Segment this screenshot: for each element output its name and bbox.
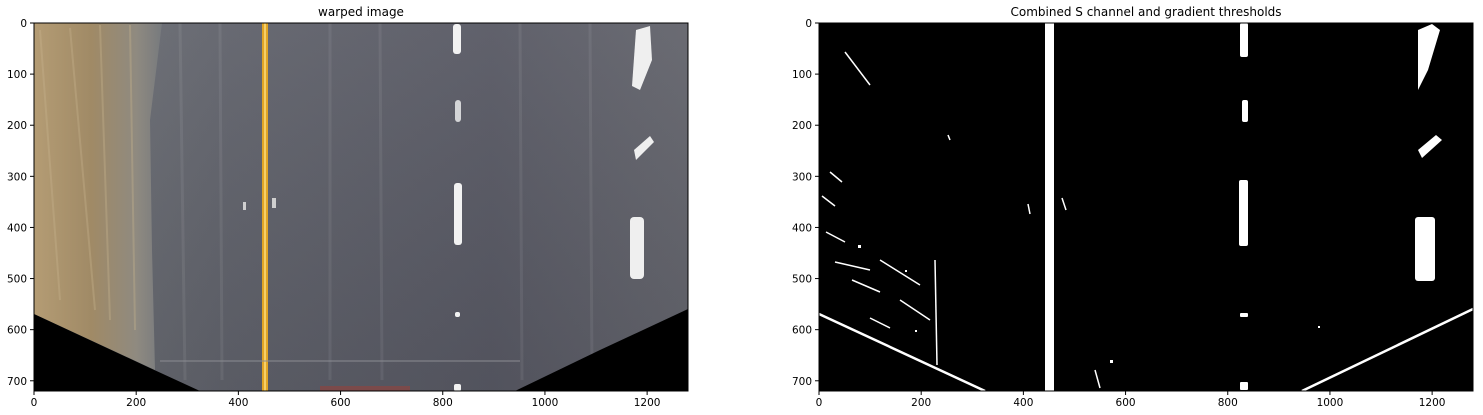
binary-threshold-plot: 0 200 400 600 800 1000 1200 0 100 200 300 400 500 60… (792, 18, 1474, 409)
left-x-axis: 0 200 400 600 800 1000 1200 (31, 391, 661, 409)
y-tick-label: 500 (7, 274, 27, 286)
x-tick-label: 1000 (1317, 397, 1344, 409)
y-tick-label: 200 (7, 120, 27, 132)
y-tick-label: 600 (792, 325, 812, 337)
y-tick-label: 0 (20, 18, 27, 30)
left-panel-title: warped image (318, 5, 404, 19)
x-tick-label: 800 (1218, 397, 1238, 409)
y-tick-label: 700 (792, 376, 812, 388)
x-tick-label: 0 (816, 397, 823, 409)
y-tick-label: 300 (7, 171, 27, 183)
y-tick-label: 500 (792, 274, 812, 286)
right-x-axis: 0 200 400 600 800 1000 1200 (816, 391, 1446, 409)
right-axes-frame (818, 22, 1474, 392)
x-tick-label: 400 (228, 397, 248, 409)
right-panel-title: Combined S channel and gradient threshol… (1010, 5, 1282, 19)
left-axes-frame (33, 22, 689, 392)
x-tick-label: 0 (31, 397, 38, 409)
y-tick-label: 600 (7, 325, 27, 337)
x-tick-label: 600 (1116, 397, 1136, 409)
y-tick-label: 100 (7, 69, 27, 81)
binary-image (818, 23, 1474, 393)
x-tick-label: 400 (1013, 397, 1033, 409)
right-y-axis: 0 100 200 300 400 500 600 700 (792, 18, 819, 388)
x-tick-label: 1000 (532, 397, 559, 409)
y-tick-label: 300 (792, 171, 812, 183)
y-tick-label: 700 (7, 376, 27, 388)
x-tick-label: 200 (126, 397, 146, 409)
x-tick-label: 1200 (1419, 397, 1446, 409)
y-tick-label: 100 (792, 69, 812, 81)
x-tick-label: 200 (911, 397, 931, 409)
y-tick-label: 400 (7, 222, 27, 234)
y-tick-label: 400 (792, 222, 812, 234)
warped-image-plot: 0 200 400 600 800 1000 1200 0 100 200 300 400 500 60… (7, 18, 689, 409)
y-tick-label: 200 (792, 120, 812, 132)
x-tick-label: 800 (433, 397, 453, 409)
warped-image (34, 22, 688, 391)
x-tick-label: 600 (331, 397, 351, 409)
left-y-axis: 0 100 200 300 400 500 600 700 (7, 18, 34, 388)
y-tick-label: 0 (805, 18, 812, 30)
x-tick-label: 1200 (634, 397, 661, 409)
